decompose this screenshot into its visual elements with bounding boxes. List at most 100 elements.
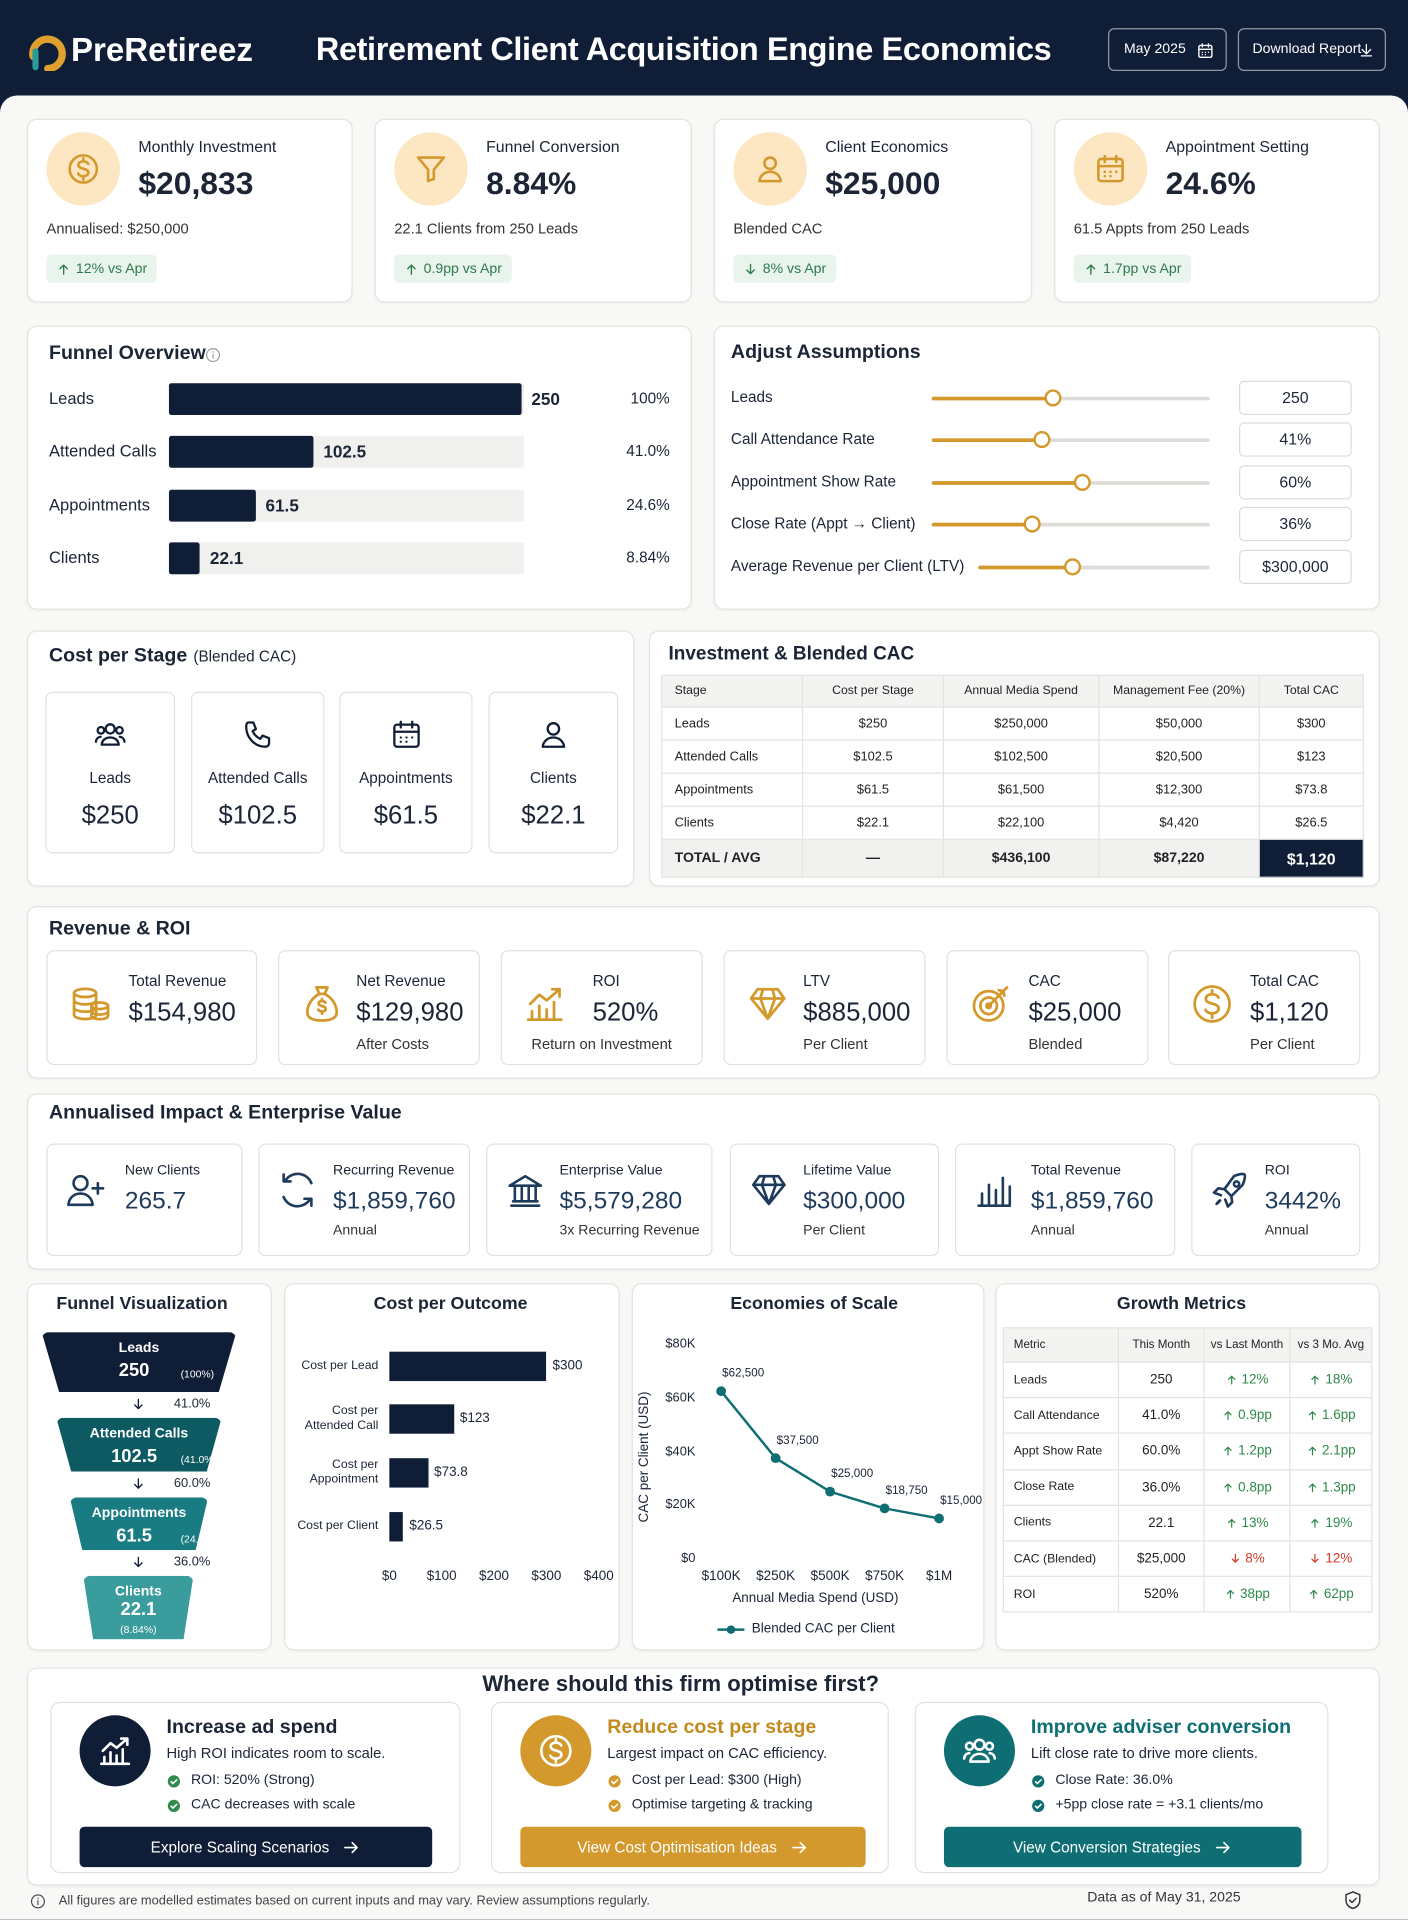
- chart-title: Economies of Scale: [730, 1294, 899, 1315]
- table-cell: $22.1: [803, 806, 944, 840]
- y-tick-label: $20K: [665, 1497, 696, 1513]
- arrow-icon: [1226, 1374, 1238, 1386]
- slider-knob[interactable]: [1033, 430, 1051, 449]
- icon-part: [29, 35, 66, 72]
- icon-part: [316, 997, 328, 1016]
- table-cell: $20,500: [1099, 740, 1260, 774]
- icon: [65, 1169, 107, 1211]
- icon-part: [1310, 1590, 1318, 1600]
- assumption-value: 36%: [1279, 514, 1312, 533]
- kpi-value: 24.6%: [1165, 164, 1256, 202]
- arrow-icon: [1226, 1517, 1238, 1529]
- x-tick-label: $100: [426, 1568, 457, 1584]
- icon-part: [1086, 263, 1096, 275]
- impact-value: 265.7: [124, 1187, 187, 1215]
- icon: [973, 1169, 1015, 1211]
- section-title: Investment & Blended CAC: [668, 643, 915, 665]
- icon-part: [1311, 1375, 1320, 1385]
- icon-part: [508, 1174, 543, 1207]
- icon-part: [167, 1799, 180, 1813]
- slider-knob[interactable]: [1063, 558, 1082, 576]
- footer-note: All figures are modelled estimates based…: [58, 1893, 650, 1909]
- stage-label: Clients: [114, 1584, 162, 1600]
- kpi-delta: 8% vs Apr: [733, 254, 836, 283]
- download-button[interactable]: [1237, 28, 1386, 72]
- icon-part: [526, 987, 563, 1021]
- rec-button[interactable]: Explore Scaling Scenarios: [79, 1826, 433, 1868]
- icon-part: [100, 736, 120, 746]
- brand: PreRetireez: [71, 31, 253, 69]
- input-box[interactable]: [1239, 549, 1352, 585]
- icon-part: [94, 735, 126, 743]
- header-cell: Management Fee (20%): [1099, 674, 1260, 708]
- kpi-sub: 22.1 Clients from 250 Leads: [394, 220, 579, 238]
- bar: [389, 1351, 547, 1382]
- delta-cell: 12%: [1204, 1362, 1291, 1399]
- value-label: $123: [459, 1410, 490, 1426]
- funnel-stage: [41, 1332, 237, 1393]
- slider-knob[interactable]: [1044, 389, 1062, 407]
- icon-part: [749, 987, 786, 1021]
- impact-value: 3442%: [1264, 1187, 1342, 1215]
- icon-part: [1311, 1518, 1320, 1528]
- rec-button[interactable]: View Conversion Strategies: [943, 1826, 1302, 1868]
- icon-part: [972, 989, 1005, 1022]
- icon-part: [134, 1556, 143, 1568]
- value-label: 61.5: [265, 495, 299, 515]
- metric-value: $129,980: [356, 998, 464, 1027]
- table-cell: $4,420: [1099, 806, 1260, 840]
- icon-part: [1308, 1483, 1316, 1492]
- header-cell: vs Last Month: [1204, 1327, 1291, 1363]
- icon: [607, 1799, 622, 1814]
- icon-part: [72, 987, 110, 1021]
- icon-part: [206, 348, 221, 363]
- icon-part: [962, 1751, 997, 1760]
- value-label: $62,500: [722, 1367, 765, 1381]
- month-picker[interactable]: [1108, 28, 1227, 72]
- icon-part: [170, 1779, 178, 1785]
- icon: [746, 982, 790, 1026]
- input-box[interactable]: [1239, 422, 1352, 457]
- icon-part: [1032, 1775, 1045, 1788]
- button-label: View Cost Optimisation Ideas: [577, 1838, 777, 1856]
- rec-description: Lift close rate to drive more clients.: [1030, 1744, 1258, 1762]
- stage-label: Attended Calls: [89, 1426, 189, 1442]
- icon-part: [282, 1172, 313, 1208]
- stage-card: [190, 691, 325, 854]
- icon-part: [1215, 1841, 1230, 1853]
- value-label: $18,750: [885, 1484, 928, 1498]
- icon-part: [758, 170, 783, 183]
- rec-button[interactable]: View Cost Optimisation Ideas: [520, 1826, 866, 1868]
- icon: [300, 982, 344, 1026]
- icon: [414, 152, 448, 186]
- icon-part: [68, 154, 99, 184]
- table-cell: Call Attendance: [1002, 1398, 1120, 1435]
- table-cell: CAC (Blended): [1002, 1541, 1120, 1578]
- icon-part: [1226, 1590, 1234, 1600]
- input-box[interactable]: [1239, 506, 1352, 542]
- value-label: $25,000: [831, 1467, 874, 1481]
- table-cell: 60.0%: [1119, 1434, 1205, 1470]
- bar: [168, 435, 314, 468]
- impact-sub: Annual: [1030, 1223, 1075, 1238]
- assumption-label: Close Rate (Appt → Client): [730, 514, 916, 532]
- metric-sub: After Costs: [356, 1035, 429, 1053]
- slider-knob[interactable]: [1023, 515, 1041, 533]
- input-box[interactable]: [1239, 465, 1352, 500]
- icon-part: [608, 1799, 621, 1813]
- metric-label: Total CAC: [1250, 972, 1319, 990]
- header-cell: Annual Media Spend: [943, 674, 1100, 708]
- icon-part: [1097, 154, 1124, 183]
- input-box[interactable]: [1239, 380, 1352, 416]
- icon-part: [1212, 1172, 1247, 1208]
- bar: [389, 1404, 454, 1434]
- rec-description: Largest impact on CAC efficiency.: [607, 1744, 828, 1762]
- icon-part: [1311, 1518, 1320, 1528]
- metric-label: LTV: [803, 972, 831, 990]
- icon-part: [67, 1174, 105, 1207]
- table-cell: Appointments: [661, 773, 804, 807]
- bar: [168, 383, 522, 416]
- icon-part: [392, 720, 420, 748]
- impact-label: Total Revenue: [1030, 1163, 1121, 1178]
- slider-knob[interactable]: [1073, 473, 1091, 491]
